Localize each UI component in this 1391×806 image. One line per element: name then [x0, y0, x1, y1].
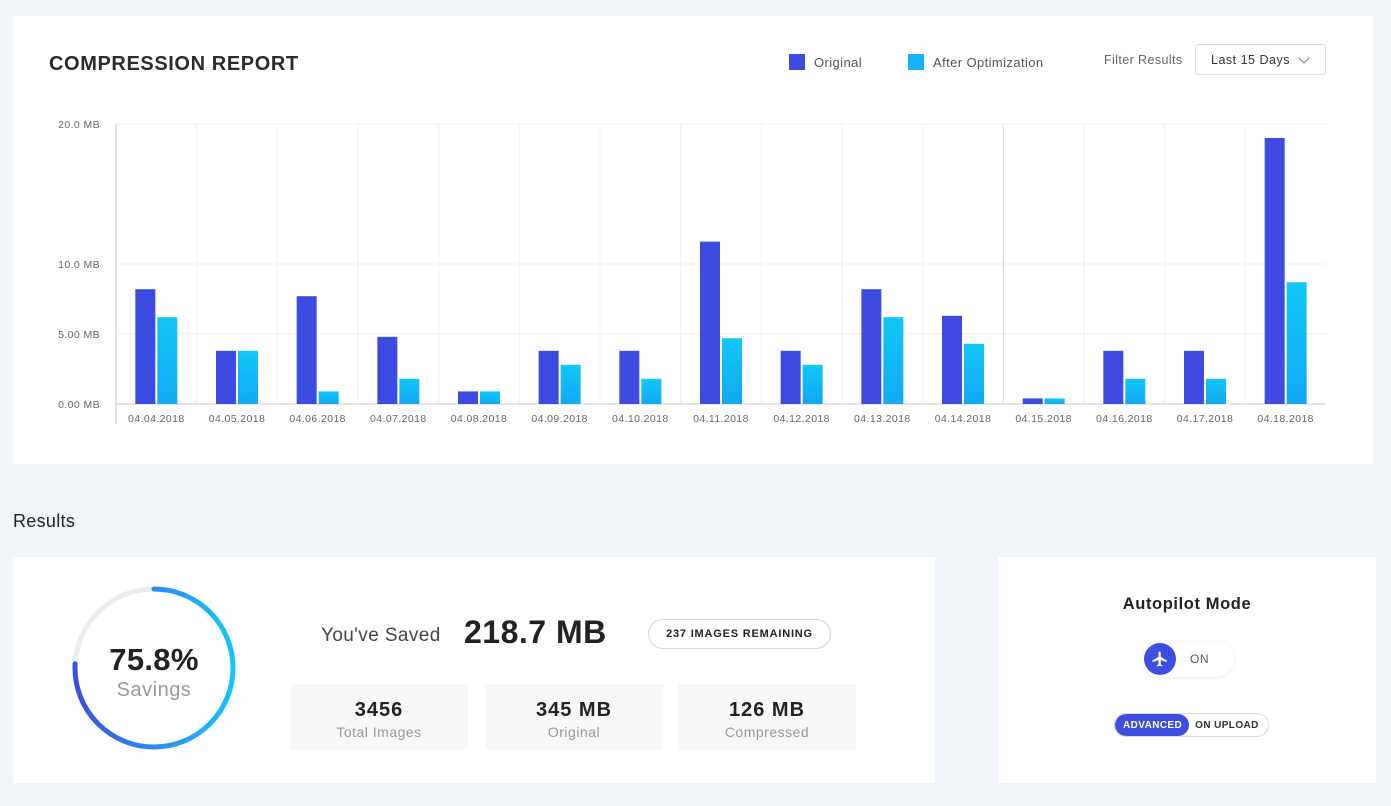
bar-after-optimization[interactable] — [722, 338, 742, 404]
savings-label: Savings — [116, 679, 192, 701]
bar-after-optimization[interactable] — [964, 343, 984, 404]
y-tick-label: 0.00 MB — [58, 399, 100, 411]
x-tick-label: 04.06.2018 — [289, 413, 346, 425]
bar-original[interactable] — [1103, 350, 1124, 404]
stat-label: Original — [547, 724, 601, 740]
results-heading: Results — [13, 511, 76, 531]
bar-after-optimization[interactable] — [399, 378, 420, 404]
stat-total-images: 3456 Total Images — [290, 684, 468, 750]
legend-label-original: Original — [814, 54, 862, 70]
filter-results-value: Last 15 Days — [1211, 52, 1290, 67]
autopilot-title: Autopilot Mode — [1122, 595, 1252, 613]
bar-after-optimization[interactable] — [883, 317, 904, 404]
savings-ring-progress — [72, 586, 236, 750]
images-remaining-badge[interactable]: 237 IMAGES REMAINING — [648, 619, 831, 649]
bar-original[interactable] — [296, 296, 317, 404]
legend-swatch-original — [789, 54, 805, 70]
bar-after-optimization[interactable] — [480, 391, 500, 404]
stat-label: Compressed — [724, 724, 810, 740]
x-tick-label: 04.15.2018 — [1015, 413, 1072, 425]
bar-original[interactable] — [1022, 398, 1043, 404]
bar-original[interactable] — [700, 241, 720, 404]
x-tick-label: 04.04.2018 — [128, 413, 185, 425]
bar-original[interactable] — [1184, 350, 1204, 404]
bar-after-optimization[interactable] — [1286, 282, 1307, 404]
bar-after-optimization[interactable] — [560, 364, 581, 404]
legend-after-optimization: After Optimization — [908, 54, 1044, 70]
x-tick-label: 04.17.2018 — [1177, 413, 1234, 425]
stat-compressed: 126 MB Compressed — [678, 684, 856, 750]
savings-ring — [72, 586, 236, 750]
airplane-icon — [1152, 651, 1167, 667]
compression-report-card: 0.00 MB 5.00 MB 10.0 MB 20.0 MB 04.04.2018 04… — [13, 16, 1373, 464]
y-tick-label: 20.0 MB — [58, 119, 100, 131]
bar-after-optimization[interactable] — [802, 364, 823, 404]
chevron-down-icon — [1298, 52, 1310, 64]
bar-after-optimization[interactable] — [318, 391, 339, 404]
bar-original[interactable] — [458, 391, 478, 404]
x-tick-label: 04.09.2018 — [531, 413, 588, 425]
x-tick-label: 04.07.2018 — [370, 413, 427, 425]
mode-on-upload-option[interactable]: ON UPLOAD — [1189, 714, 1268, 736]
bar-after-optimization[interactable] — [1044, 398, 1065, 404]
autopilot-card: Autopilot Mode ON ADVANCED ON UPLOAD — [998, 557, 1376, 783]
bar-after-optimization[interactable] — [1206, 378, 1226, 404]
stat-label: Total Images — [336, 724, 422, 740]
bar-original[interactable] — [942, 315, 962, 404]
mode-advanced-option[interactable]: ADVANCED — [1115, 714, 1190, 736]
stat-value: 126 MB — [728, 699, 806, 721]
x-tick-label: 04.05.2018 — [209, 413, 266, 425]
bar-original[interactable] — [780, 350, 801, 404]
legend-label-after-optimization: After Optimization — [933, 54, 1044, 70]
filter-results-dropdown[interactable]: Last 15 Days — [1195, 44, 1326, 75]
savings-percent: 75.8% — [109, 642, 199, 677]
toggle-state-label: ON — [1190, 652, 1210, 666]
legend-swatch-after-optimization — [908, 54, 924, 70]
toggle-knob — [1144, 643, 1176, 675]
bar-original[interactable] — [1264, 138, 1285, 404]
autopilot-toggle[interactable]: ON — [1143, 641, 1234, 677]
x-tick-label: 04.18.2018 — [1257, 413, 1314, 425]
bar-original[interactable] — [216, 350, 236, 404]
stat-original: 345 MB Original — [485, 684, 663, 750]
bar-original[interactable] — [619, 350, 640, 404]
bar-original[interactable] — [538, 350, 559, 404]
x-tick-label: 04.13.2018 — [854, 413, 911, 425]
compression-chart: 0.00 MB 5.00 MB 10.0 MB 20.0 MB 04.04.2018 04… — [58, 119, 1326, 425]
y-tick-label: 5.00 MB — [58, 329, 100, 341]
bar-after-optimization[interactable] — [1125, 378, 1146, 404]
results-card: 75.8% Savings You've Saved 218.7 MB 237 … — [13, 557, 935, 783]
report-title: COMPRESSION REPORT — [49, 53, 299, 75]
saved-label: You've Saved — [321, 625, 441, 646]
x-tick-label: 04.10.2018 — [612, 413, 669, 425]
bar-original[interactable] — [861, 289, 882, 404]
filter-results-label: Filter Results — [1104, 53, 1183, 67]
stat-value: 3456 — [354, 699, 404, 721]
bar-after-optimization[interactable] — [641, 378, 662, 404]
bar-after-optimization[interactable] — [238, 350, 258, 404]
saved-value: 218.7 MB — [464, 614, 607, 650]
x-tick-label: 04.16.2018 — [1096, 413, 1153, 425]
y-tick-label: 10.0 MB — [58, 259, 100, 271]
legend-original: Original — [789, 54, 862, 70]
x-tick-label: 04.14.2018 — [935, 413, 992, 425]
bar-original[interactable] — [377, 336, 398, 404]
bar-after-optimization[interactable] — [157, 317, 178, 404]
x-tick-label: 04.11.2018 — [693, 413, 749, 425]
x-tick-label: 04.12.2018 — [773, 413, 830, 425]
stat-value: 345 MB — [535, 699, 613, 721]
x-tick-label: 04.08.2018 — [451, 413, 508, 425]
mode-switch: ADVANCED ON UPLOAD — [1114, 713, 1269, 737]
bar-original[interactable] — [135, 289, 156, 404]
